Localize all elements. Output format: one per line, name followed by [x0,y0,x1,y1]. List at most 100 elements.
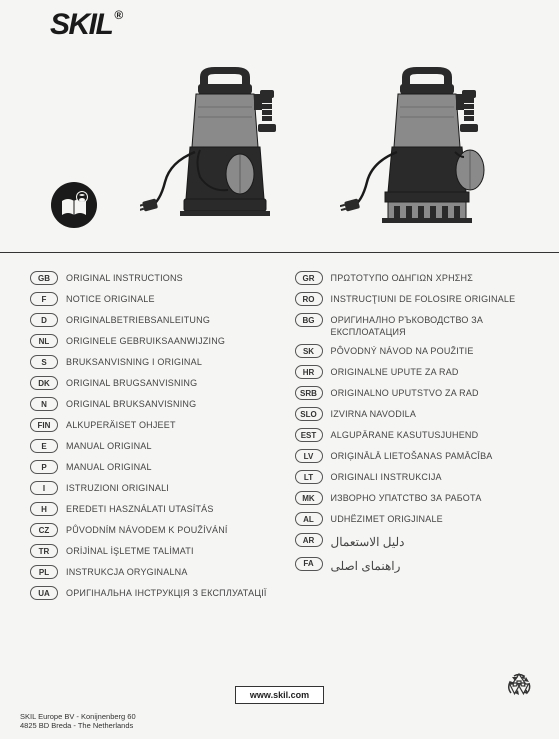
language-code-badge: RO [295,292,323,306]
language-label: INSTRUKCJA ORYGINALNA [66,565,188,579]
language-label: EREDETI HASZNÁLATI UTASÍTÁS [66,502,214,516]
language-item: BG ОРИГИНАЛНО РЪКОВОДСТВО ЗА ЕКСПЛОАТАЦИЯ [295,313,540,338]
language-item: N ORIGINAL BRUKSANVISNING [30,397,275,412]
language-item: AR دليل الاستعمال [295,533,540,551]
header: SKIL® [0,0,559,52]
language-label: IZVIRNA NAVODILA [331,407,417,421]
language-item: RO INSTRUCŢIUNI DE FOLOSIRE ORIGINALE [295,292,540,307]
language-label: ORIGINELE GEBRUIKSAANWIJZING [66,334,225,348]
language-code-badge: MK [295,491,323,505]
language-item: ESTALGUPÄRANE KASUTUSJUHEND [295,428,540,443]
language-label: ORIGINAL BRUKSANVISNING [66,397,196,411]
pump-illustration-1 [140,62,310,242]
language-label: ΠΡΩΤΟΤΥΠΟ ΟΔΗΓΙΩΝ ΧΡΗΣΗΣ [331,271,474,285]
language-label: ОРИГИНАЛНО РЪКОВОДСТВО ЗА ЕКСПЛОАТАЦИЯ [331,313,540,338]
language-item: H EREDETI HASZNÁLATI UTASÍTÁS [30,502,275,517]
language-label: ИЗВОРНО УПАТСТВО ЗА РАБОТА [331,491,482,505]
language-item: FINALKUPERÄISET OHJEET [30,418,275,433]
company-address: SKIL Europe BV - Konijnenberg 60 4825 BD… [20,712,539,732]
language-code-badge: P [30,460,58,474]
language-code-badge: UA [30,586,58,600]
language-code-badge: TR [30,544,58,558]
language-label: ORIGINALNO UPUTSTVO ZA RAD [331,386,479,400]
product-illustrations [0,52,559,252]
language-item: D ORIGINALBETRIEBSANLEITUNG [30,313,275,328]
language-code-badge: N [30,397,58,411]
language-item: I ISTRUZIONI ORIGINALI [30,481,275,496]
language-item: S BRUKSANVISNING I ORIGINAL [30,355,275,370]
language-label: راهنمای اصلی [331,557,401,575]
language-item: HR ORIGINALNE UPUTE ZA RAD [295,365,540,380]
language-item: P MANUAL ORIGINAL [30,460,275,475]
language-item: LV ORIĢINĀLĀ LIETOŠANAS PAMĀCĪBA [295,449,540,464]
language-code-badge: FA [295,557,323,571]
language-code-badge: SK [295,344,323,358]
language-item: FA راهنمای اصلی [295,557,540,575]
language-item: SK PÔVODNÝ NÁVOD NA POUŽITIE [295,344,540,359]
language-code-badge: I [30,481,58,495]
language-column-left: GB ORIGINAL INSTRUCTIONS F NOTICE ORIGINALE… [30,271,275,607]
language-label: دليل الاستعمال [331,533,405,551]
language-code-badge: GR [295,271,323,285]
website-url: www.skil.com [235,686,324,704]
language-item: DK ORIGINAL BRUGSANVISNING [30,376,275,391]
language-label: NOTICE ORIGINALE [66,292,155,306]
language-code-badge: S [30,355,58,369]
language-code-badge: LT [295,470,323,484]
language-code-badge: FIN [30,418,58,432]
language-code-badge: HR [295,365,323,379]
language-code-badge: D [30,313,58,327]
language-code-badge: AR [295,533,323,547]
language-item: SLO IZVIRNA NAVODILA [295,407,540,422]
language-code-badge: AL [295,512,323,526]
language-label: MANUAL ORIGINAL [66,460,152,474]
language-code-badge: SRB [295,386,323,400]
language-item: LT ORIGINALI INSTRUKCIJA [295,470,540,485]
language-code-badge: SLO [295,407,323,421]
language-item: UA ОРИГІНАЛЬНА ІНСТРУКЦІЯ З ЕКСПЛУАТАЦІЇ [30,586,275,601]
language-item: AL UDHËZIMET ORIGJINALE [295,512,540,527]
pump-illustration-2 [340,62,520,242]
language-label: ORIGINAL BRUGSANVISNING [66,376,197,390]
language-label: ORIGINALNE UPUTE ZA RAD [331,365,459,379]
language-label: ORİJİNAL İŞLETME TALİMATI [66,544,194,558]
language-label: PÔVODNÝ NÁVOD NA POUŽITIE [331,344,474,358]
language-item: GR ΠΡΩΤΟΤΥΠΟ ΟΔΗΓΙΩΝ ΧΡΗΣΗΣ [295,271,540,286]
language-code-badge: LV [295,449,323,463]
language-code-badge: PL [30,565,58,579]
language-item: CZ PŮVODNÍM NÁVODEM K POUŽÍVÁNÍ [30,523,275,538]
language-label: ОРИГІНАЛЬНА ІНСТРУКЦІЯ З ЕКСПЛУАТАЦІЇ [66,586,267,600]
language-item: GB ORIGINAL INSTRUCTIONS [30,271,275,286]
language-label: ORIGINAL INSTRUCTIONS [66,271,183,285]
language-code-badge: F [30,292,58,306]
language-item: TR ORİJİNAL İŞLETME TALİMATI [30,544,275,559]
language-item: MK ИЗВОРНО УПАТСТВО ЗА РАБОТА [295,491,540,506]
language-code-badge: BG [295,313,323,327]
language-label: INSTRUCŢIUNI DE FOLOSIRE ORIGINALE [331,292,516,306]
language-item: E MANUAL ORIGINAL [30,439,275,454]
language-code-badge: E [30,439,58,453]
language-label: BRUKSANVISNING I ORIGINAL [66,355,202,369]
language-label: ORIGINALI INSTRUKCIJA [331,470,442,484]
footer: www.skil.com SKIL Europe BV - Konijnenbe… [0,686,559,732]
read-manual-icon [50,181,98,234]
language-item: NL ORIGINELE GEBRUIKSAANWIJZING [30,334,275,349]
language-label: ORIGINALBETRIEBSANLEITUNG [66,313,210,327]
language-item: F NOTICE ORIGINALE [30,292,275,307]
language-label: ORIĢINĀLĀ LIETOŠANAS PAMĀCĪBA [331,449,493,463]
language-label: PŮVODNÍM NÁVODEM K POUŽÍVÁNÍ [66,523,228,537]
language-code-badge: H [30,502,58,516]
language-column-right: GR ΠΡΩΤΟΤΥΠΟ ΟΔΗΓΙΩΝ ΧΡΗΣΗΣ RO INSTRUCŢIUNI… [295,271,540,607]
language-code-badge: GB [30,271,58,285]
language-list: GB ORIGINAL INSTRUCTIONS F NOTICE ORIGINALE… [0,253,559,617]
language-code-badge: EST [295,428,323,442]
language-label: MANUAL ORIGINAL [66,439,152,453]
language-label: UDHËZIMET ORIGJINALE [331,512,443,526]
language-label: ISTRUZIONI ORIGINALI [66,481,169,495]
language-item: PL INSTRUKCJA ORYGINALNA [30,565,275,580]
language-item: SRB ORIGINALNO UPUTSTVO ZA RAD [295,386,540,401]
language-code-badge: DK [30,376,58,390]
language-code-badge: CZ [30,523,58,537]
recycle-icon [504,671,534,706]
language-code-badge: NL [30,334,58,348]
